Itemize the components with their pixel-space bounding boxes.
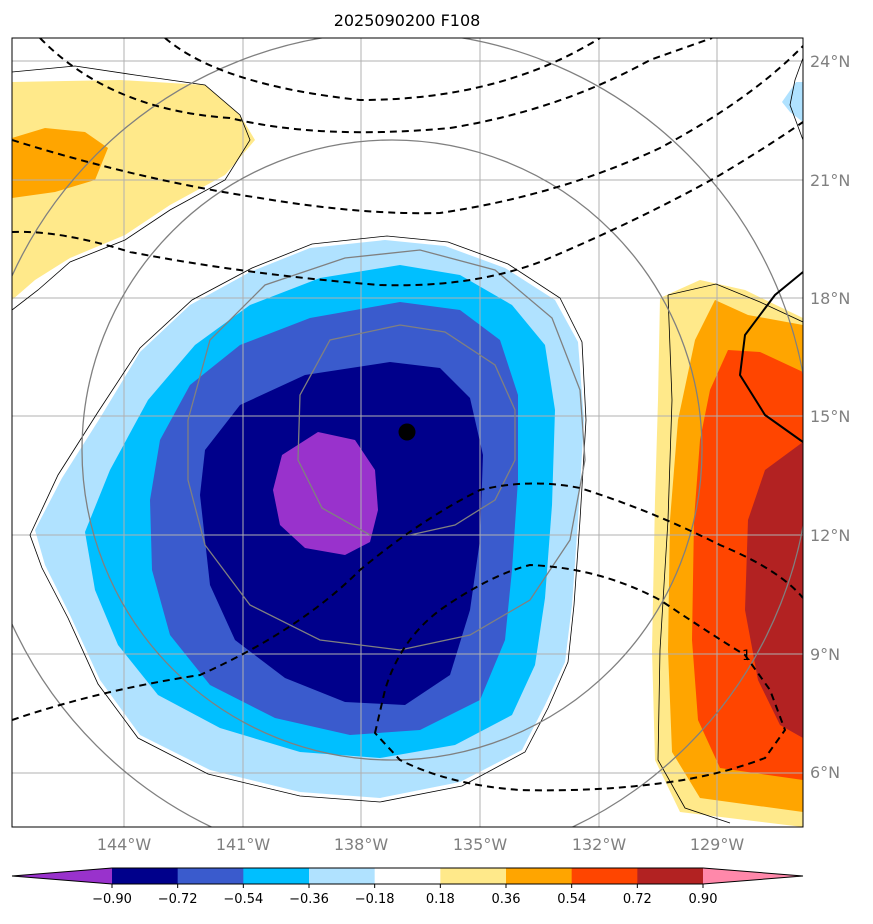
colorbar-tick-label: 0.90 — [689, 892, 718, 907]
colorbar-tick-label: 0.54 — [557, 892, 586, 907]
graticule — [12, 38, 803, 827]
map-title: 2025090200 F108 — [334, 11, 481, 30]
lon-label: 138°W — [334, 835, 389, 854]
colorbar-tick-label: −0.36 — [289, 892, 329, 907]
colorbar-extend-min — [12, 868, 112, 884]
colorbar-tick-label: 0.36 — [492, 892, 521, 907]
dashed-contours — [12, 38, 803, 792]
map-plot-area: 1 — [12, 38, 803, 827]
plot-frame — [11, 37, 804, 828]
colorbar-tick-label: 0.72 — [623, 892, 652, 907]
shade-b22222-east — [745, 442, 803, 738]
shade-b0e2ff-east — [782, 82, 803, 122]
colorbar: −0.90 −0.72 −0.54 −0.36 −0.18 0.18 0.36 0.54 0.7… — [11, 867, 804, 907]
lat-label: 18°N — [810, 289, 850, 308]
lon-label: 129°W — [690, 835, 745, 854]
colorbar-segment — [571, 868, 638, 884]
longitude-labels: 144°W 141°W 138°W 135°W 132°W 129°W — [97, 835, 745, 854]
colorbar-extend-max — [703, 868, 803, 884]
shading-outline — [12, 57, 803, 824]
storm-center-marker — [398, 423, 416, 441]
latitude-labels: 24°N 21°N 18°N 15°N 12°N 9°N 6°N — [810, 52, 850, 782]
lon-label: 144°W — [97, 835, 152, 854]
colorbar-segment — [309, 868, 376, 884]
lon-label: 141°W — [216, 835, 271, 854]
lon-label: 132°W — [572, 835, 627, 854]
colorbar-segment — [440, 868, 507, 884]
colorbar-tick-label: −0.54 — [223, 892, 263, 907]
colorbar-tick-label: −0.18 — [355, 892, 395, 907]
lat-label: 9°N — [810, 645, 840, 664]
lat-label: 15°N — [810, 407, 850, 426]
colorbar-segment — [374, 868, 441, 884]
lat-label: 12°N — [810, 526, 850, 545]
lon-label: 135°W — [453, 835, 508, 854]
solid-contour-east — [738, 271, 803, 443]
lat-label: 21°N — [810, 171, 850, 190]
colorbar-tick-label: 0.18 — [426, 892, 455, 907]
colorbar-segment — [637, 868, 704, 884]
lat-label: 24°N — [810, 52, 850, 71]
colorbar-segment — [177, 868, 244, 884]
colorbar-tick-label: −0.72 — [158, 892, 198, 907]
gray-range-rings — [12, 38, 803, 827]
colorbar-segment — [243, 868, 310, 884]
lat-label: 6°N — [810, 763, 840, 782]
colorbar-tick-label: −0.90 — [92, 892, 132, 907]
contour-label: 1 — [742, 648, 751, 664]
colorbar-segment — [506, 868, 573, 884]
colorbar-segment — [112, 868, 179, 884]
